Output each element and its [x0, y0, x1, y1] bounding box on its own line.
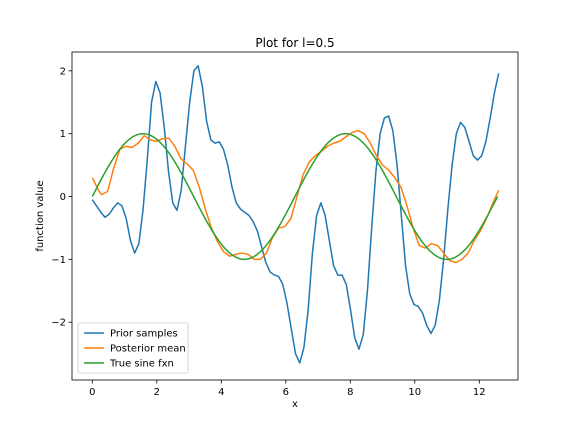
y-axis: −2 −1 0 1 2	[51, 66, 72, 329]
legend-label-3: True sine fxn	[109, 359, 174, 370]
legend: Prior samples Posterior mean True sine fxn	[77, 322, 189, 374]
x-tick-label: 10	[408, 387, 421, 398]
plot-area	[71, 51, 519, 381]
x-tick-label: 6	[283, 387, 289, 398]
axes-frame	[71, 51, 519, 381]
x-tick-label: 0	[89, 387, 95, 398]
x-tick-label: 2	[154, 387, 160, 398]
x-axis: 0 2 4 6 8 10 12	[89, 380, 486, 398]
y-tick-label: 2	[60, 66, 66, 77]
series-line-1	[91, 65, 500, 364]
x-tick-label: 8	[347, 387, 353, 398]
x-tick-label: 4	[218, 387, 224, 398]
y-tick-label: 0	[60, 192, 66, 203]
series-line-3	[91, 132, 499, 261]
y-tick-label: 1	[60, 129, 66, 140]
x-tick-label: 12	[473, 387, 486, 398]
y-axis-label: function value	[35, 180, 46, 251]
legend-box	[77, 322, 189, 374]
legend-label-1: Prior samples	[110, 329, 178, 340]
x-axis-label: x	[292, 399, 298, 410]
chart-title: Plot for l=0.5	[255, 36, 334, 50]
y-tick-label: −2	[51, 318, 66, 329]
legend-label-2: Posterior mean	[110, 344, 186, 355]
y-tick-label: −1	[51, 255, 66, 266]
